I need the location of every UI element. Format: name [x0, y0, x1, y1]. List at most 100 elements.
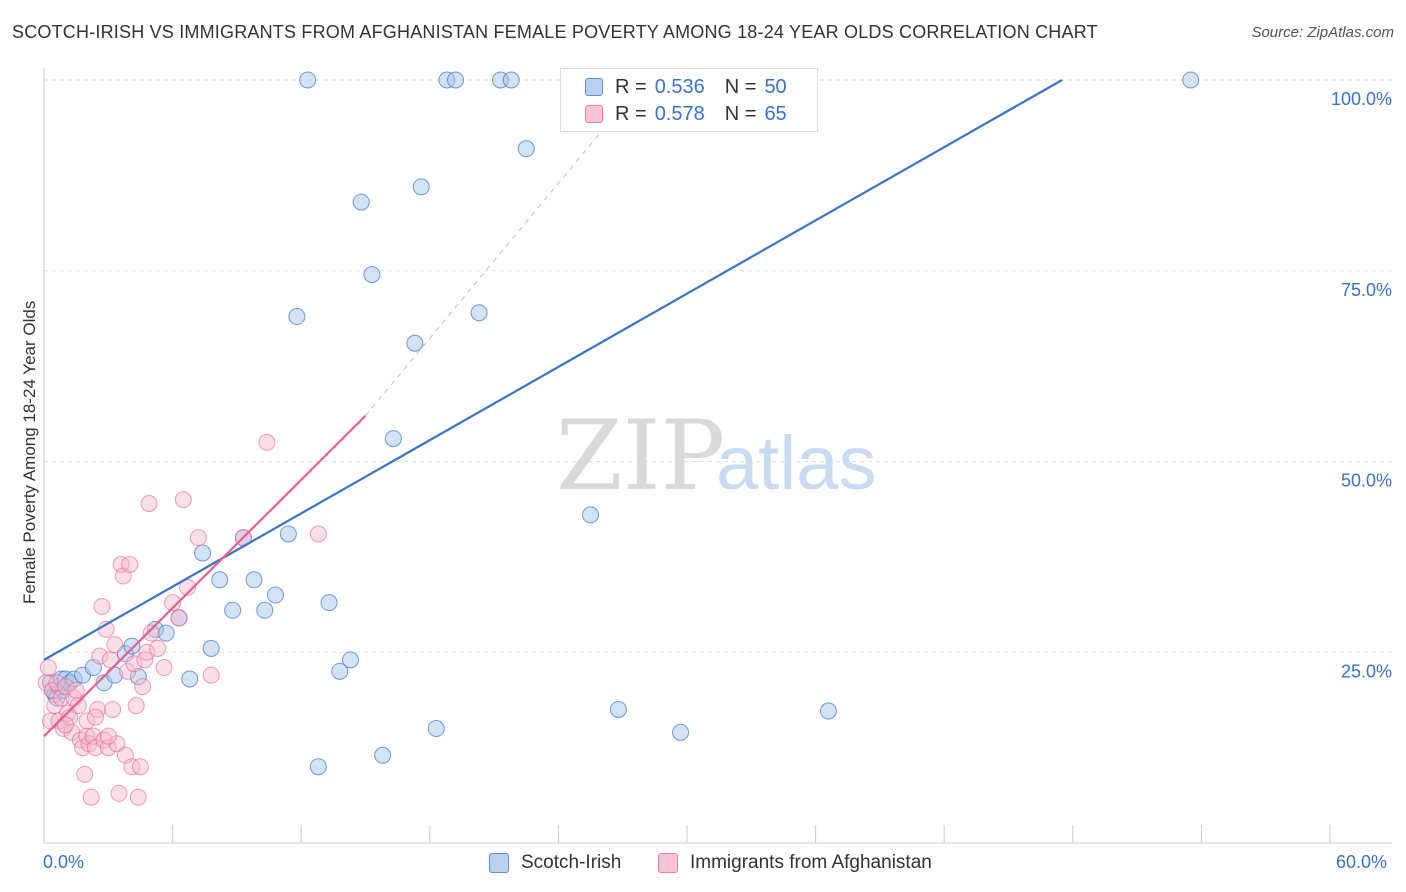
scotch-irish-point — [245, 571, 263, 589]
afghanistan-point — [56, 678, 74, 696]
grid-lines — [44, 79, 1392, 653]
legend-r-value: 0.578 — [654, 102, 705, 125]
scotch-irish-trendline — [43, 79, 1063, 661]
afghanistan-point — [106, 636, 124, 654]
afghanistan-point — [309, 525, 327, 543]
afghanistan-point — [82, 788, 100, 806]
y-tick-label: 100.0% — [1331, 89, 1392, 109]
afghanistan-point — [123, 758, 141, 776]
afghanistan-point — [76, 765, 94, 783]
scotch-irish-point — [211, 571, 229, 589]
afghanistan-point — [67, 681, 85, 699]
legend-row-scotch-irish: R = 0.536 N = 50 — [585, 75, 787, 99]
scotch-irish-point — [470, 304, 488, 322]
chart-title: SCOTCH-IRISH VS IMMIGRANTS FROM AFGHANIS… — [12, 22, 1098, 42]
scotch-irish-point — [266, 586, 284, 604]
scotch-irish-point — [427, 720, 445, 738]
legend-r-label: R = — [615, 102, 647, 125]
legend-n-value: 65 — [764, 102, 787, 125]
afghanistan-point — [39, 659, 57, 677]
afghanistan-point — [127, 697, 145, 715]
afghanistan-point — [131, 758, 149, 776]
legend-n-label: N = — [724, 102, 757, 125]
legend-swatch-pink — [658, 853, 678, 873]
afghanistan-point — [110, 784, 128, 802]
watermark-zip: ZIP — [556, 400, 725, 512]
scotch-irish-point — [320, 594, 338, 612]
afghanistan-trendline — [43, 414, 367, 737]
afghanistan-point — [91, 647, 109, 665]
scotch-irish-point — [331, 662, 349, 680]
scotch-irish-point — [406, 334, 424, 352]
scotch-irish-point — [157, 624, 175, 642]
scotch-irish-point — [352, 193, 370, 211]
x-tick-label-min: 0.0% — [43, 852, 85, 872]
afghanistan-point — [86, 708, 104, 726]
legend-swatch-blue — [489, 853, 509, 873]
scotch-irish-point — [256, 601, 274, 619]
scotch-irish-point — [1182, 71, 1200, 89]
legend-label-afghanistan: Immigrants from Afghanistan — [690, 852, 932, 873]
afghanistan-point — [179, 578, 197, 596]
scotch-irish-point — [309, 758, 327, 776]
afghanistan-point — [78, 712, 96, 730]
legend-item-afghanistan[interactable]: Immigrants from Afghanistan — [658, 852, 932, 874]
scotch-irish-point — [279, 525, 297, 543]
afghanistan-point — [138, 643, 156, 661]
y-tick-label: 25.0% — [1341, 661, 1392, 681]
afghanistan-point — [258, 433, 276, 451]
legend-item-scotch-irish[interactable]: Scotch-Irish — [489, 852, 621, 874]
afghanistan-point — [125, 655, 143, 673]
scotch-irish-point — [447, 71, 465, 89]
afghanistan-point — [189, 529, 207, 547]
scotch-irish-point — [129, 668, 147, 686]
scotch-irish-point — [672, 723, 690, 741]
scotch-irish-point — [123, 637, 141, 655]
scotch-irish-point — [819, 702, 837, 720]
source-label: Source: ZipAtlas.com — [1251, 24, 1394, 41]
legend-n-label: N = — [724, 75, 757, 98]
scotch-irish-point — [288, 308, 306, 326]
watermark-atlas: atlas — [716, 421, 877, 506]
afghanistan-point — [69, 697, 87, 715]
legend-label-scotch-irish: Scotch-Irish — [521, 852, 622, 873]
afghanistan-point — [121, 556, 139, 574]
trend-lines — [43, 79, 1063, 737]
scotch-irish-point — [517, 140, 535, 158]
scotch-irish-point — [582, 506, 600, 524]
afghanistan-trendline-extension — [365, 79, 645, 417]
scotch-irish-point — [181, 670, 199, 688]
scotch-irish-point — [502, 71, 520, 89]
afghanistan-point — [134, 678, 152, 696]
scotch-irish-point — [374, 746, 392, 764]
scotch-irish-point — [609, 700, 627, 718]
scotch-irish-point — [363, 266, 381, 284]
series-legend: Scotch-Irish Immigrants from Afghanistan — [0, 852, 1406, 876]
watermark: ZIP atlas — [556, 400, 877, 512]
afghanistan-point — [93, 597, 111, 615]
afghanistan-point — [149, 639, 167, 657]
scotch-irish-point — [202, 639, 220, 657]
scotch-irish-point — [412, 178, 430, 196]
afghanistan-point — [155, 659, 173, 677]
y-tick-label: 50.0% — [1341, 471, 1392, 491]
afghanistan-point — [174, 491, 192, 509]
legend-r-value: 0.536 — [654, 75, 705, 98]
series-afghanistan — [37, 433, 327, 806]
scotch-irish-point — [194, 544, 212, 562]
legend-swatch-blue — [585, 78, 603, 96]
afghanistan-point — [129, 788, 147, 806]
afghanistan-point — [164, 594, 182, 612]
y-tick-label: 75.0% — [1341, 280, 1392, 300]
afghanistan-point — [202, 666, 220, 684]
scotch-irish-point — [299, 71, 317, 89]
legend-row-afghanistan: R = 0.578 N = 65 — [585, 102, 787, 126]
afghanistan-point — [99, 727, 117, 745]
afghanistan-point — [104, 700, 122, 718]
legend-swatch-pink — [585, 105, 603, 123]
stats-legend: R = 0.536 N = 50 R = 0.578 N = 65 — [560, 68, 818, 132]
afghanistan-point — [52, 689, 70, 707]
axes — [43, 68, 1392, 844]
scotch-irish-point — [341, 651, 359, 669]
